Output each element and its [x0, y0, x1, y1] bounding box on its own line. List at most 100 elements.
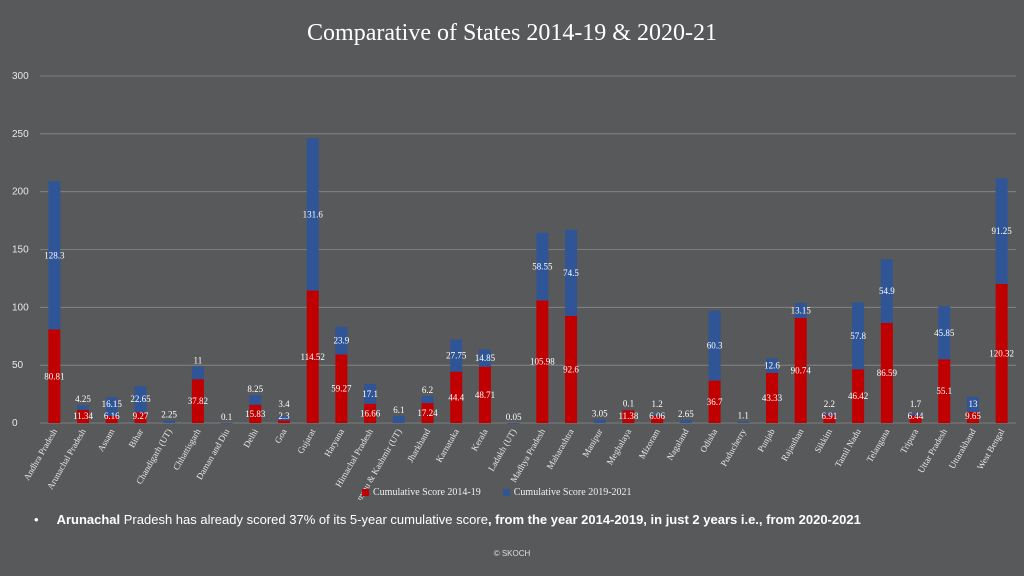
x-tick-label: Haryana	[322, 427, 346, 458]
bar-2014-19	[278, 420, 290, 423]
bar-2014-19	[48, 329, 61, 423]
data-label-2014-19: 90.74	[791, 366, 812, 376]
x-tick-label: Uttar Pradesh	[916, 427, 950, 475]
data-label-2014-19: 114.52	[300, 352, 324, 362]
legend-label: Cumulative Score 2019-2021	[513, 487, 632, 498]
data-label-2014-19: 36.7	[707, 397, 723, 407]
bar-2014-19	[966, 411, 979, 423]
bar-2019-2021	[852, 302, 865, 370]
note-text: Pradesh has already scored 37% of its 5-…	[120, 512, 488, 527]
bar-2019-2021	[794, 302, 807, 319]
data-label-2014-19: 120.32	[989, 348, 1014, 358]
x-tick-label: Maharashtra	[545, 427, 576, 471]
legend: Cumulative Score 2014-19 Cumulative Scor…	[362, 487, 632, 498]
stacked-bar-chart: 0 50 100 150 200 250 300 80.81 128.3 11.34 4.25 6.…	[12, 71, 1016, 500]
data-label-2014-19: 6.16	[104, 411, 120, 421]
data-label-2019-2021: 74.5	[563, 268, 579, 278]
data-label-2014-19: 80.81	[44, 371, 64, 381]
data-label-2014-19: 105.98	[530, 357, 555, 367]
data-label-2019-2021: 14.85	[475, 353, 496, 363]
bar-2019-2021	[191, 366, 204, 380]
x-tick-label: Uttarakhand	[947, 427, 978, 471]
chart-title: Comparative of States 2014-19 & 2020-21	[307, 20, 717, 46]
data-label-2014-19: 48.71	[475, 390, 495, 400]
data-label-2019-2021: 27.75	[446, 351, 467, 361]
x-tick-label: Rajasthan	[779, 427, 806, 463]
bar-2014-19	[77, 409, 90, 423]
data-label-2014-19: 43.33	[762, 393, 783, 403]
bar-2019-2021	[220, 422, 233, 424]
data-labels: 80.81 128.3 11.34 4.25 6.16 16.15 9.27 22.65 2.2…	[44, 209, 1014, 422]
y-tick-label: 250	[12, 129, 29, 140]
bar-2019-2021	[48, 181, 61, 330]
bar-2019-2021	[478, 349, 491, 367]
bar-2019-2021	[938, 306, 951, 360]
bar-2014-19	[852, 369, 865, 423]
data-label-2019-2021: 131.6	[303, 209, 324, 219]
data-label-2019-2021: 2.2	[824, 399, 835, 409]
data-label-2014-19: 11.38	[619, 411, 639, 421]
y-tick-label: 300	[12, 71, 29, 82]
x-tick-label: Punjab	[756, 427, 777, 454]
data-label-2014-19: 2.3	[278, 411, 290, 421]
summary-note: • Arunachal Pradesh has already scored 37…	[34, 512, 861, 527]
data-label-2019-2021: 23.9	[334, 336, 350, 346]
data-label-2019-2021: 60.3	[707, 341, 723, 351]
bar-2019-2021	[335, 326, 348, 355]
data-label-2019-2021: 0.1	[623, 399, 634, 409]
bar-2019-2021	[823, 412, 836, 416]
data-label-2019-2021: 3.05	[592, 408, 608, 418]
x-tick-label: Manipur	[580, 427, 604, 459]
bar-2014-19	[478, 366, 491, 423]
y-tick-label: 0	[12, 418, 18, 429]
bar-2019-2021	[708, 310, 721, 381]
x-tick-label: Puducherry	[719, 427, 749, 468]
bar-2014-19	[622, 409, 635, 423]
bar-2014-19	[909, 415, 922, 423]
legend-label: Cumulative Score 2014-19	[373, 487, 481, 498]
data-label-2019-2021: 54.9	[879, 286, 895, 296]
gridlines: 0 50 100 150 200 250 300	[12, 71, 1016, 429]
bar-2019-2021	[995, 178, 1008, 284]
bar-2019-2021	[966, 396, 979, 412]
bar-2019-2021	[565, 229, 578, 316]
data-label-2019-2021: 128.3	[44, 250, 65, 260]
bar-2014-19	[938, 359, 951, 423]
legend-swatch-blue	[502, 489, 510, 496]
data-label-2014-19: 16.66	[360, 408, 381, 418]
data-label-2014-19: 9.27	[133, 411, 149, 421]
bar-2014-19	[134, 412, 147, 423]
data-label-2014-19: 17.24	[417, 408, 438, 418]
data-label-2014-19: 92.6	[563, 364, 579, 374]
bar-2019-2021	[909, 413, 922, 416]
bar-2014-19	[565, 315, 578, 423]
legend-item-2019-2021: Cumulative Score 2019-2021	[502, 487, 632, 498]
x-tick-label: Delhi	[241, 427, 260, 450]
bar-2014-19	[335, 354, 348, 423]
bar-2014-19	[823, 415, 836, 423]
x-tick-label: Bihar	[127, 427, 146, 449]
data-label-2019-2021: 2.25	[161, 409, 177, 419]
data-label-2014-19: 6.06	[649, 411, 665, 421]
bar-2019-2021	[593, 419, 606, 423]
bar-2014-19	[191, 379, 204, 423]
bar-2014-19	[651, 415, 664, 423]
x-tick-label: Chhattisgarh	[171, 427, 203, 472]
data-label-2019-2021: 0.05	[506, 412, 522, 422]
bar-2014-19	[306, 290, 319, 423]
data-label-2014-19: 55.1	[936, 386, 952, 396]
x-tick-label: Tamil Nadu	[833, 427, 863, 469]
bar-2019-2021	[306, 138, 319, 291]
bar-2019-2021	[364, 383, 377, 404]
data-label-2019-2021: 0.1	[221, 412, 232, 422]
data-label-2019-2021: 12.6	[764, 361, 780, 371]
x-tick-label: Karnataka	[434, 427, 461, 464]
bullet-point: •	[34, 512, 39, 527]
y-tick-label: 150	[12, 245, 29, 256]
x-tick-label: Kerala	[469, 427, 490, 453]
bar-2014-19	[794, 318, 807, 423]
data-label-2019-2021: 13.15	[791, 305, 812, 315]
bar-2014-19	[105, 415, 118, 423]
x-tick-label: Telangana	[864, 427, 891, 464]
bar-2019-2021	[679, 419, 692, 423]
